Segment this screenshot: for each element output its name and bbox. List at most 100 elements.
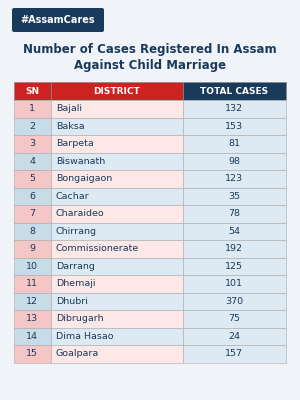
Text: Number of Cases Registered In Assam: Number of Cases Registered In Assam	[23, 44, 277, 56]
Bar	[183, 240, 286, 258]
Bar	[14, 118, 51, 135]
Text: Commissionerate: Commissionerate	[56, 244, 139, 253]
FancyBboxPatch shape	[12, 8, 104, 32]
Text: 81: 81	[228, 139, 240, 148]
Text: Charaideo: Charaideo	[56, 209, 104, 218]
Text: 101: 101	[225, 279, 243, 288]
Text: 35: 35	[228, 192, 240, 201]
Text: 54: 54	[228, 227, 240, 236]
Text: 6: 6	[29, 192, 35, 201]
Bar	[183, 135, 286, 152]
Bar	[51, 292, 183, 310]
Bar	[14, 222, 51, 240]
Text: Cachar: Cachar	[56, 192, 89, 201]
Bar	[183, 188, 286, 205]
Bar	[51, 222, 183, 240]
Bar	[51, 170, 183, 188]
Bar	[51, 135, 183, 152]
Text: 1: 1	[29, 104, 35, 113]
Text: Dima Hasao: Dima Hasao	[56, 332, 113, 341]
Bar	[51, 152, 183, 170]
Bar	[183, 205, 286, 222]
Text: 4: 4	[29, 157, 35, 166]
Text: 153: 153	[225, 122, 243, 131]
Bar	[14, 258, 51, 275]
Text: Dhubri: Dhubri	[56, 297, 88, 306]
Text: 125: 125	[225, 262, 243, 271]
Bar	[14, 345, 51, 362]
Text: SN: SN	[25, 86, 39, 96]
Bar	[14, 135, 51, 152]
Text: 8: 8	[29, 227, 35, 236]
Text: Darrang: Darrang	[56, 262, 94, 271]
Bar	[51, 275, 183, 292]
Bar	[51, 258, 183, 275]
Bar	[183, 345, 286, 362]
Bar	[51, 100, 183, 118]
Text: 24: 24	[228, 332, 240, 341]
Bar	[14, 310, 51, 328]
Bar	[14, 100, 51, 118]
Bar	[183, 328, 286, 345]
Text: 78: 78	[228, 209, 240, 218]
Text: 15: 15	[26, 349, 38, 358]
Bar	[14, 152, 51, 170]
Bar	[14, 170, 51, 188]
Bar	[14, 328, 51, 345]
Bar	[51, 345, 183, 362]
Text: Baksa: Baksa	[56, 122, 84, 131]
Bar	[51, 310, 183, 328]
Text: 75: 75	[228, 314, 240, 323]
Text: Dhemaji: Dhemaji	[56, 279, 95, 288]
Text: 13: 13	[26, 314, 38, 323]
Bar	[183, 100, 286, 118]
Text: Dibrugarh: Dibrugarh	[56, 314, 103, 323]
Text: 123: 123	[225, 174, 243, 183]
Text: 11: 11	[26, 279, 38, 288]
Bar	[51, 82, 183, 100]
Text: DISTRICT: DISTRICT	[93, 86, 140, 96]
Bar	[51, 328, 183, 345]
Bar	[14, 82, 51, 100]
Bar	[183, 118, 286, 135]
Text: #AssamCares: #AssamCares	[21, 15, 95, 25]
Bar	[14, 240, 51, 258]
Text: 7: 7	[29, 209, 35, 218]
Text: Goalpara: Goalpara	[56, 349, 99, 358]
Bar	[183, 310, 286, 328]
Text: Against Child Marriage: Against Child Marriage	[74, 58, 226, 72]
Text: TOTAL CASES: TOTAL CASES	[200, 86, 268, 96]
Bar	[51, 205, 183, 222]
Bar	[51, 188, 183, 205]
Text: 192: 192	[225, 244, 243, 253]
Bar	[183, 258, 286, 275]
Bar	[183, 222, 286, 240]
Bar	[183, 152, 286, 170]
Text: 98: 98	[228, 157, 240, 166]
Text: 9: 9	[29, 244, 35, 253]
Bar	[14, 275, 51, 292]
Bar	[183, 170, 286, 188]
Text: 5: 5	[29, 174, 35, 183]
Text: 370: 370	[225, 297, 243, 306]
Bar	[183, 275, 286, 292]
Bar	[183, 82, 286, 100]
Text: Barpeta: Barpeta	[56, 139, 94, 148]
Text: 12: 12	[26, 297, 38, 306]
Text: Bongaigaon: Bongaigaon	[56, 174, 112, 183]
Text: 2: 2	[29, 122, 35, 131]
Text: Bajali: Bajali	[56, 104, 82, 113]
Text: 132: 132	[225, 104, 243, 113]
Text: Chirrang: Chirrang	[56, 227, 97, 236]
Bar	[51, 118, 183, 135]
Text: 14: 14	[26, 332, 38, 341]
Bar	[51, 240, 183, 258]
Text: 10: 10	[26, 262, 38, 271]
Bar	[183, 292, 286, 310]
Bar	[14, 205, 51, 222]
Bar	[14, 188, 51, 205]
Bar	[14, 292, 51, 310]
Text: Biswanath: Biswanath	[56, 157, 105, 166]
Text: 157: 157	[225, 349, 243, 358]
Text: 3: 3	[29, 139, 35, 148]
